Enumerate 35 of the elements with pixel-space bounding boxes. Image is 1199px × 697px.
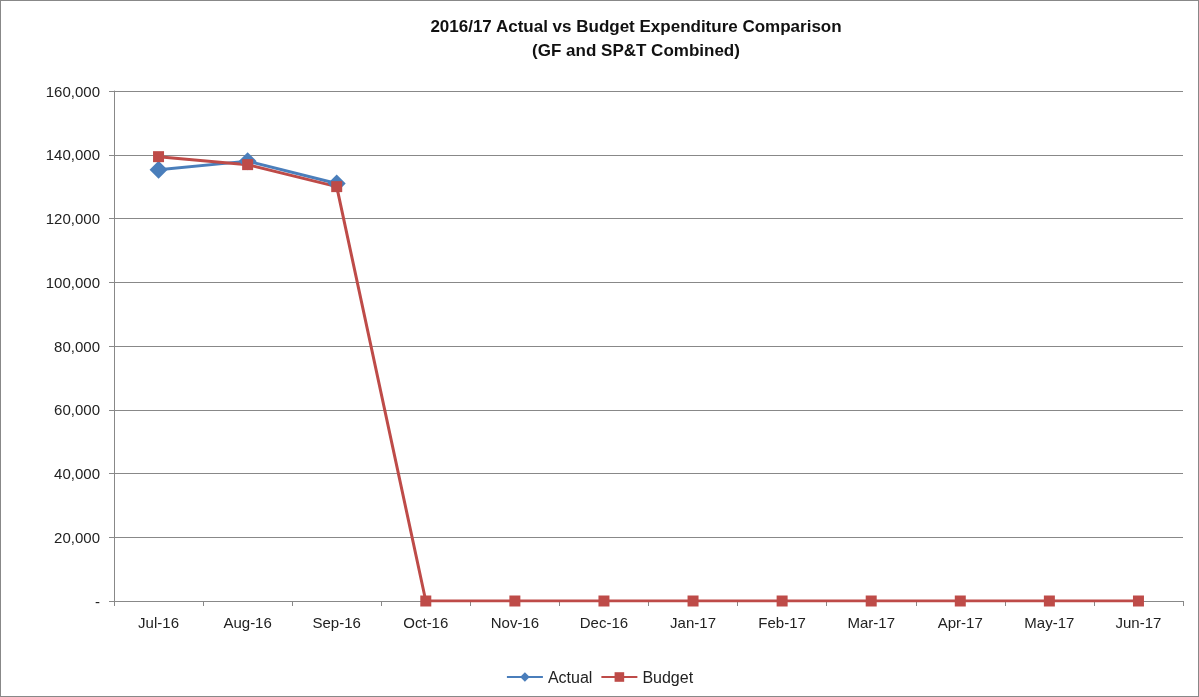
x-tick-label: Feb-17	[758, 614, 806, 631]
point	[865, 595, 877, 607]
point	[420, 595, 432, 607]
y-tick-label: -	[95, 592, 100, 610]
point	[776, 595, 788, 607]
x-tick-label: Dec-16	[579, 614, 629, 631]
point	[153, 151, 165, 163]
x-tick-label: Jan-17	[670, 614, 716, 631]
y-tick-label: 20,000	[54, 528, 100, 546]
chart-title: 2016/17 Actual vs Budget Expenditure Comparison (GF and SP&T Combined)	[430, 16, 842, 60]
point	[1132, 595, 1144, 607]
x-tick-label: Oct-16	[403, 614, 449, 631]
x-tick-label: Jun-17	[1115, 614, 1162, 631]
point	[954, 595, 966, 607]
legend-label: Actual	[547, 668, 593, 686]
y-tick-label: 60,000	[54, 401, 100, 419]
y-tick-label: 120,000	[45, 210, 100, 227]
x-tick-label: Sep-16	[312, 614, 361, 631]
x-tick-label: Apr-17	[937, 614, 983, 631]
point	[509, 595, 521, 607]
y-tick-label: 140,000	[45, 146, 100, 164]
y-tick-label: 160,000	[45, 82, 100, 100]
x-tick-label: Nov-16	[490, 614, 540, 631]
x-tick-label: Jul-16	[138, 614, 179, 631]
x-tick-label: Mar-17	[847, 614, 895, 631]
point	[1043, 595, 1055, 607]
point	[598, 595, 610, 607]
x-tick-label: May-17	[1024, 614, 1075, 631]
y-tick-label: 80,000	[54, 337, 100, 355]
y-tick-label: 40,000	[54, 465, 100, 482]
y-tick-label: 100,000	[45, 273, 100, 291]
x-tick-label: Aug-16	[223, 614, 272, 631]
point	[149, 160, 168, 179]
point	[687, 595, 699, 607]
legend-label: Budget	[642, 668, 694, 686]
